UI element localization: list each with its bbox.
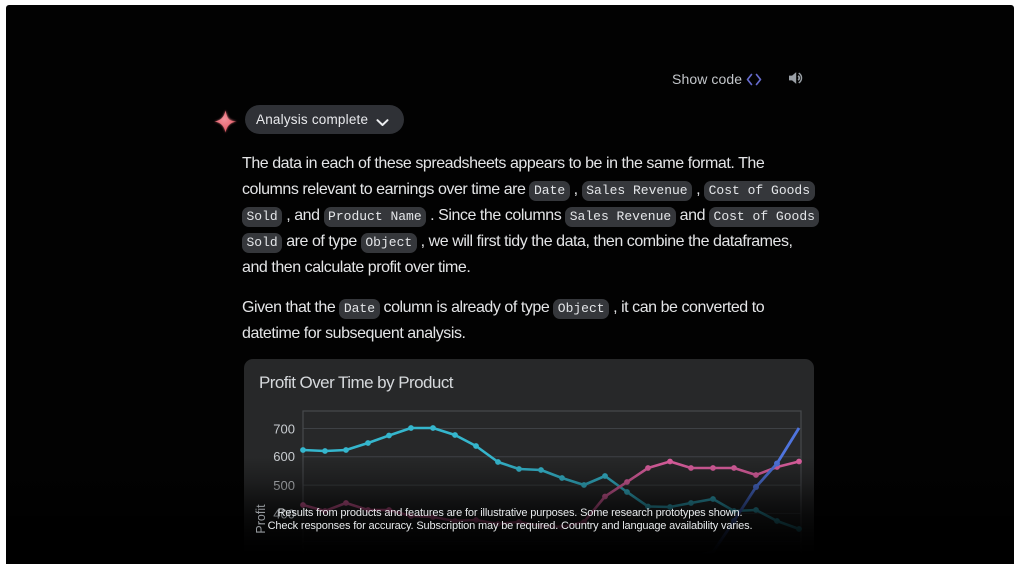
svg-text:700: 700 <box>273 421 295 436</box>
svg-text:Profit: Profit <box>254 504 268 534</box>
svg-text:400: 400 <box>273 507 295 522</box>
